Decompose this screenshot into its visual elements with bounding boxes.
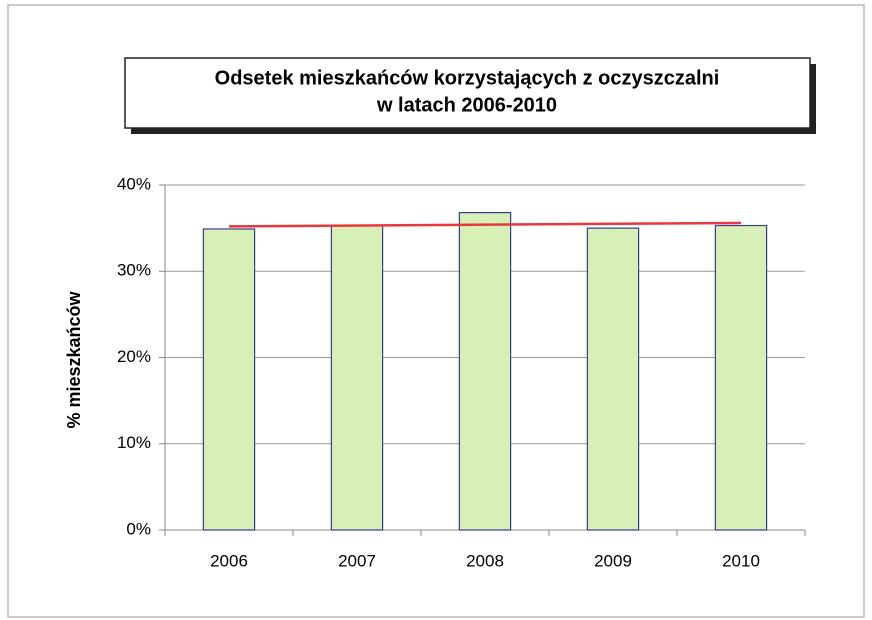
bar xyxy=(330,224,384,531)
y-tick-label: 30% xyxy=(117,261,151,280)
bar xyxy=(458,212,512,531)
y-tick-label: 10% xyxy=(117,433,151,452)
chart-subtitle: w latach 2006-2010 xyxy=(376,94,557,116)
y-axis-label: % mieszkańców xyxy=(64,290,84,428)
chart-title: Odsetek mieszkańców korzystających z ocz… xyxy=(215,67,720,89)
bar xyxy=(714,224,768,531)
trend-line xyxy=(228,221,742,228)
x-tick-label: 2010 xyxy=(722,551,760,570)
bar xyxy=(202,228,256,531)
title-box xyxy=(124,57,811,129)
y-tick-label: 40% xyxy=(117,174,151,193)
y-tick-label: 20% xyxy=(117,347,151,366)
x-tick-label: 2008 xyxy=(466,551,504,570)
x-tick-label: 2006 xyxy=(210,551,248,570)
bar xyxy=(586,227,640,531)
y-tick-label: 0% xyxy=(126,519,151,538)
x-tick-label: 2009 xyxy=(594,551,632,570)
x-tick-label: 2007 xyxy=(338,551,376,570)
